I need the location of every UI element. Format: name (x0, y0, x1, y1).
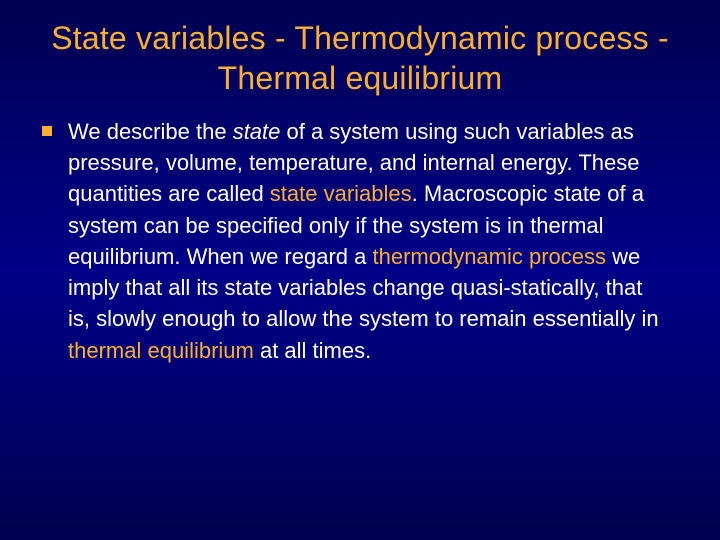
body-list: We describe the state of a system using … (40, 116, 680, 366)
body-text-segment: We describe the (68, 119, 233, 144)
list-item: We describe the state of a system using … (68, 116, 670, 366)
body-text-highlight: state variables (270, 181, 412, 206)
slide: State variables - Thermodynamic process … (0, 0, 720, 540)
body-text-highlight: thermal equilibrium (68, 338, 254, 363)
body-text-segment: at all times. (254, 338, 371, 363)
body-text-highlight: thermodynamic process (372, 244, 606, 269)
body-text-italic: state (233, 119, 281, 144)
slide-title: State variables - Thermodynamic process … (40, 18, 680, 98)
